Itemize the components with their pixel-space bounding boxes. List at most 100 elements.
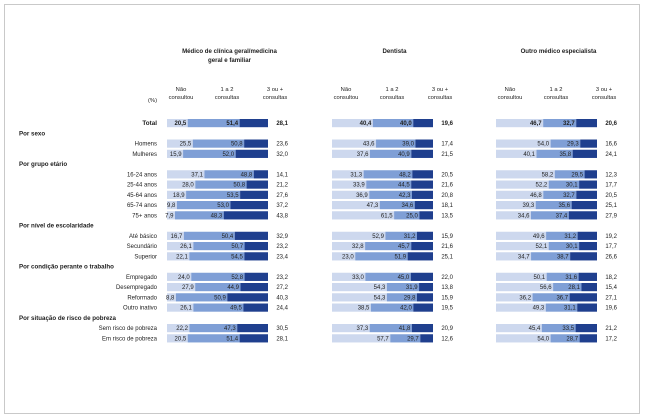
data-label: 12,6 [441, 336, 453, 342]
bar-segment-2-2 [394, 211, 420, 220]
bar-segment-2-1 [332, 252, 356, 261]
data-label: 49,3 [533, 306, 545, 312]
data-label: 50,8 [233, 183, 245, 189]
section-label: Por situação de risco de pobreza [19, 315, 117, 322]
data-label: 50,8 [231, 142, 243, 148]
data-label: 31,9 [406, 285, 418, 291]
series-header-2-1: consultou [334, 95, 359, 101]
data-label: 20,5 [175, 121, 187, 127]
bar-segment-2-2 [355, 252, 408, 261]
unit-label: (%) [148, 98, 157, 104]
bar-segment-1-2 [189, 252, 245, 261]
bar-segment-1-1 [167, 283, 196, 292]
data-label: 34,7 [518, 254, 530, 260]
bar-segment-3-1 [496, 231, 547, 240]
data-label: 14,1 [276, 172, 288, 178]
bar-segment-3-2 [535, 201, 572, 210]
bar-segment-3-3 [579, 180, 597, 189]
bar-segment-3-3 [572, 149, 597, 158]
data-label: 20,9 [441, 326, 453, 332]
data-label: 12,3 [605, 172, 617, 178]
bar-segment-3-3 [571, 201, 597, 210]
group-title-1: geral e familiar [208, 57, 252, 64]
data-label: 27,2 [276, 285, 288, 291]
bar-segment-3-3 [579, 242, 597, 251]
data-label: 21,2 [605, 326, 617, 332]
series-header-1-1: consultou [169, 95, 194, 101]
chart-frame: Médico de clínica geral/medicina geral e … [4, 4, 640, 414]
bar-segment-3-3 [577, 231, 597, 240]
row-label: Reformado [127, 295, 157, 301]
data-label: 18,1 [441, 203, 453, 209]
data-label: 13,8 [441, 285, 453, 291]
data-label: 51,4 [226, 121, 238, 127]
bar-segment-1-2 [183, 149, 236, 158]
bar-segment-3-3 [575, 324, 597, 333]
data-label: 40,1 [523, 152, 535, 158]
bar-segment-2-3 [411, 149, 433, 158]
bar-segment-2-1 [332, 283, 387, 292]
bar-segment-3-2 [546, 272, 579, 281]
data-label: 32,8 [352, 244, 364, 250]
bar-segment-2-3 [415, 139, 433, 148]
stacked-bar-table-chart: Médico de clínica geral/medicina geral e … [19, 48, 618, 343]
series-header-3-2: consultas [544, 95, 569, 101]
data-label: 37,4 [556, 213, 568, 219]
data-label: 28,1 [568, 285, 580, 291]
data-label: 27,9 [605, 213, 617, 219]
bar-segment-3-2 [553, 283, 582, 292]
bar-segment-2-3 [411, 242, 433, 251]
bar-segment-1-2 [193, 303, 244, 312]
bar-segment-1-3 [244, 272, 268, 281]
bar-segment-3-1 [496, 119, 544, 128]
bar-segment-1-1 [167, 272, 192, 281]
bar-segment-1-2 [195, 180, 247, 189]
series-header-2-2: 1 a 2 [386, 87, 399, 93]
data-label: 23,0 [342, 254, 354, 260]
data-label: 50,9 [214, 295, 226, 301]
bar-segment-2-3 [413, 303, 433, 312]
bar-segment-2-3 [410, 272, 433, 281]
data-label: 57,7 [377, 336, 389, 342]
series-header-3-3: 3 ou + [596, 87, 613, 93]
data-label: 54,3 [374, 295, 386, 301]
bar-segment-2-3 [416, 293, 433, 302]
data-label: 15,9 [441, 234, 453, 240]
row-label: Em risco de pobreza [102, 336, 158, 342]
bar-segment-3-2 [531, 252, 571, 261]
bar-segment-2-2 [365, 242, 412, 251]
data-label: 7,9 [165, 213, 174, 219]
bar-segment-2-1 [332, 242, 366, 251]
data-label: 53,5 [227, 193, 239, 199]
data-label: 23,2 [276, 244, 288, 250]
bar-segment-1-3 [244, 252, 268, 261]
row-label: Outro inativo [123, 306, 158, 312]
bar-segment-1-2 [174, 211, 224, 220]
data-label: 31,6 [565, 275, 577, 281]
bar-segment-3-3 [584, 170, 597, 179]
bar-segment-3-3 [569, 293, 597, 302]
data-label: 37,2 [276, 203, 288, 209]
section-label: Por sexo [19, 130, 45, 137]
data-label: 31,2 [564, 234, 576, 240]
row-label: 25-44 anos [127, 183, 157, 189]
data-label: 26,1 [180, 244, 192, 250]
bar-segment-3-1 [496, 149, 537, 158]
bar-segment-1-1 [167, 170, 205, 179]
bar-segment-3-3 [576, 190, 597, 199]
row-label: Desempregado [116, 285, 158, 291]
series-header-3-3: consultas [592, 95, 617, 101]
data-label: 20,5 [441, 172, 453, 178]
data-label: 30,1 [566, 183, 578, 189]
bar-segment-1-3 [253, 170, 268, 179]
data-label: 17,2 [605, 336, 617, 342]
bar-segment-3-1 [496, 211, 531, 220]
bar-segment-2-1 [332, 324, 370, 333]
bar-segment-3-2 [536, 149, 573, 158]
data-label: 40,3 [276, 295, 288, 301]
bar-segment-2-3 [419, 283, 433, 292]
data-label: 15,9 [170, 152, 182, 158]
bar-segment-1-1 [167, 334, 188, 343]
bar-segment-2-1 [332, 149, 370, 158]
bar-segment-1-2 [195, 283, 241, 292]
